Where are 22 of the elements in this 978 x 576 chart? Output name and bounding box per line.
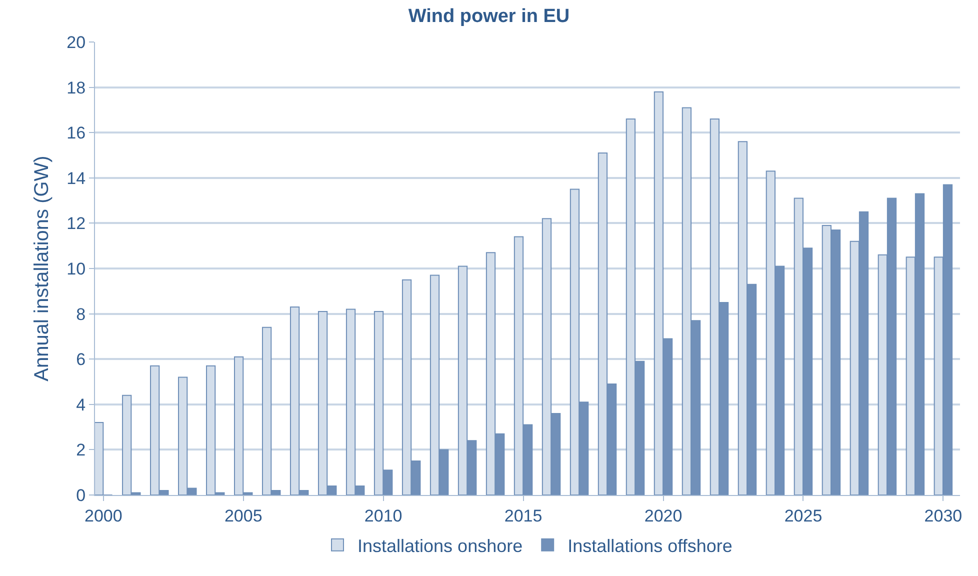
chart-title: Wind power in EU [408,6,570,27]
x-tick-label: 2005 [224,506,262,526]
x-tick-label: 2030 [924,506,962,526]
legend-label: Installations onshore [358,536,523,556]
y-tick-label: 4 [76,395,86,414]
y-tick-label: 8 [76,304,86,324]
y-axis-title: Annual installations (GW) [31,156,54,382]
y-tick-label: 12 [66,214,86,234]
x-tick-label: 2025 [784,506,822,526]
x-tick-label: 2015 [504,506,542,526]
y-tick-label: 20 [66,32,86,52]
y-tick-label: 2 [76,440,86,460]
y-tick-label: 14 [66,168,86,188]
y-tick-label: 16 [66,124,86,143]
x-tick-label: 2010 [364,506,402,526]
x-tick-label: 2020 [644,506,682,526]
y-tick-label: 10 [66,259,86,278]
y-tick-label: 18 [66,78,86,98]
x-tick-label: 2000 [84,506,122,526]
y-tick-label: 6 [76,350,86,370]
legend-label: Installations offshore [568,536,732,556]
y-tick-label: 0 [76,486,86,505]
